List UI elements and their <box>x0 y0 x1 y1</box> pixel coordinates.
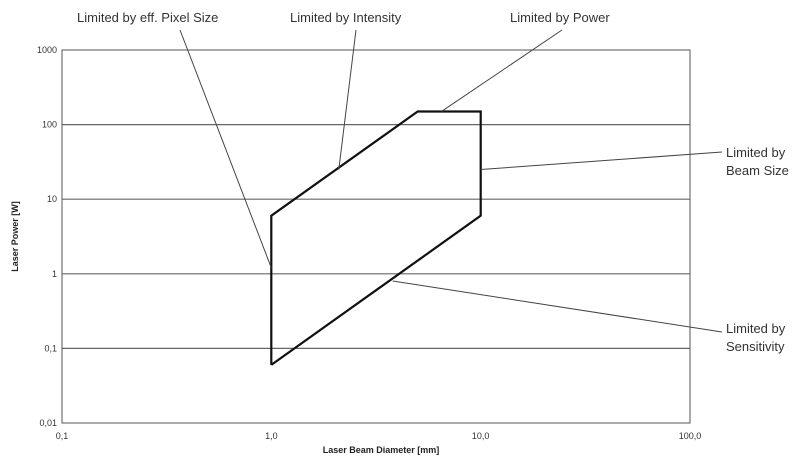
x-tick-label: 0,1 <box>56 431 69 441</box>
annotation-label: Limited by Intensity <box>290 10 402 25</box>
grid-lines <box>62 123 690 349</box>
annotation-labels: Limited by eff. Pixel Size Limited by Int… <box>77 10 789 354</box>
plot-frame <box>61 49 691 424</box>
series-layer <box>270 110 482 366</box>
y-tick-label: 100 <box>42 120 57 130</box>
x-axis-label: Laser Beam Diameter [mm] <box>323 445 440 455</box>
series-line <box>270 110 482 366</box>
x-tick-label: 1,0 <box>265 431 278 441</box>
y-tick-label: 1 <box>52 269 57 279</box>
y-tick-label: 0,1 <box>44 343 57 353</box>
annotation-leader <box>338 29 357 170</box>
y-tick-label: 1000 <box>37 45 57 55</box>
annotation-label: Sensitivity <box>726 339 785 354</box>
annotation-label: Limited by eff. Pixel Size <box>77 10 218 25</box>
x-tick-label: 100,0 <box>679 431 702 441</box>
annotation-label: Limited by Power <box>510 10 610 25</box>
annotation-leader <box>179 29 272 269</box>
x-tick-label: 10,0 <box>472 431 490 441</box>
annotation-leaders <box>179 29 723 333</box>
annotation-label: Beam Size <box>726 163 789 178</box>
annotation-label: Limited by <box>726 145 786 160</box>
y-tick-label: 0,01 <box>39 418 57 428</box>
annotation-leader <box>480 151 723 171</box>
annotation-label: Limited by <box>726 321 786 336</box>
annotation-leader <box>392 280 723 333</box>
tick-labels: 0,01 0,1 1 10 100 1000 0,1 1,0 10,0 100,0 <box>37 45 701 441</box>
y-axis-label: Laser Power [W] <box>10 201 20 272</box>
y-tick-label: 10 <box>47 194 57 204</box>
annotation-leader <box>441 29 563 112</box>
